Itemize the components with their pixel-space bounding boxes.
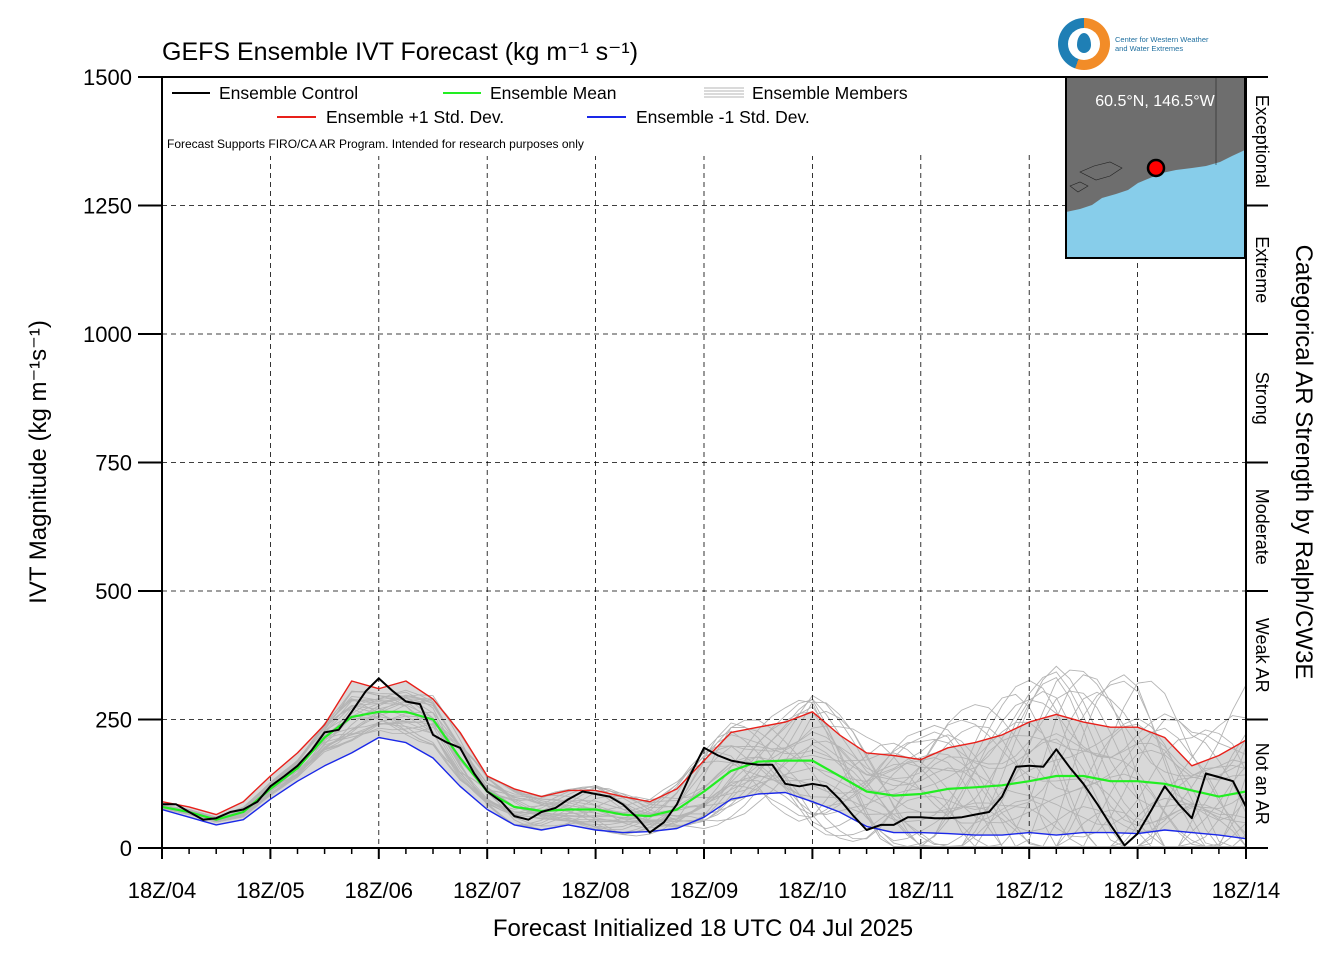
ensemble-1-std-dev--line: [162, 736, 1246, 840]
legend-members-swatch: [704, 87, 744, 98]
y-tick-label: 0: [120, 836, 132, 861]
ensemble-1-std-dev--line: [162, 680, 1246, 816]
ensemble-member-line: [162, 690, 1246, 847]
legend-control: Ensemble Control: [219, 83, 358, 103]
chart-title: GEFS Ensemble IVT Forecast (kg m⁻¹ s⁻¹): [162, 38, 638, 66]
right-axis-label: Categorical AR Strength by Ralph/CW3E: [1290, 245, 1317, 680]
x-tick-label: 18Z/12: [995, 878, 1064, 903]
x-tick-label: 18Z/11: [887, 878, 954, 903]
y-tick-label: 1000: [83, 322, 132, 347]
x-tick-label: 18Z/09: [670, 878, 739, 903]
x-tick-label: 18Z/10: [778, 878, 847, 903]
ensemble-control-line: [162, 677, 1246, 847]
ensemble-member-line: [162, 701, 1246, 847]
inset-land: [1066, 77, 1245, 212]
x-axis-label: Forecast Initialized 18 UTC 04 Jul 2025: [493, 915, 913, 942]
y-tick-label: 750: [95, 451, 132, 476]
y-tick-label: 500: [95, 579, 132, 604]
x-tick-label: 18Z/04: [128, 878, 197, 903]
water-drop-icon: [1077, 33, 1091, 53]
ar-category-label: Extreme: [1252, 236, 1272, 303]
ar-category-label: Strong: [1252, 372, 1272, 425]
series-lines: [162, 677, 1246, 847]
inset-location: 60.5°N, 146.5°W: [1095, 93, 1215, 110]
x-tick-label: 18Z/08: [561, 878, 630, 903]
legend-mean: Ensemble Mean: [490, 83, 616, 103]
ar-category-label: Not an AR: [1252, 743, 1272, 825]
x-tick-label: 18Z/07: [453, 878, 522, 903]
x-tick-label: 18Z/05: [236, 878, 305, 903]
legend-plus: Ensemble +1 Std. Dev.: [326, 107, 504, 127]
ensemble-member-line: [162, 677, 1246, 847]
legend: Ensemble Control Ensemble Mean Ensemble …: [163, 78, 908, 156]
x-tick-label: 18Z/13: [1103, 878, 1172, 903]
research-note: Forecast Supports FIRO/CA AR Program. In…: [167, 137, 584, 151]
ar-category-label: Weak AR: [1252, 618, 1272, 693]
y-tick-label: 1500: [83, 65, 132, 90]
ensemble-member-line: [162, 697, 1246, 847]
ar-category-axis: Not an AR Weak AR Moderate Strong Extreme Exc…: [1245, 76, 1272, 849]
location-marker-icon: [1146, 158, 1166, 178]
ar-category-label: Moderate: [1252, 489, 1272, 565]
y-tick-label: 250: [95, 708, 132, 733]
ensemble-member-line: [162, 671, 1246, 837]
ar-category-label: Exceptional: [1252, 95, 1272, 188]
y-tick-label: 1250: [83, 194, 132, 219]
y-axis-label: IVT Magnitude (kg m⁻¹s⁻¹): [25, 320, 52, 604]
x-tick-label: 18Z/14: [1212, 878, 1281, 903]
legend-members: Ensemble Members: [752, 83, 908, 103]
x-tick-label: 18Z/06: [345, 878, 414, 903]
axes: 18Z/04 18Z/05 18Z/06 18Z/07 18Z/08 18Z/09 18Z/…: [83, 65, 1280, 903]
cw3e-logo: Center for Western Weather and Water Extr…: [1058, 18, 1248, 74]
legend-minus: Ensemble -1 Std. Dev.: [636, 107, 810, 127]
location-inset-map: 60.5°N, 146.5°W: [1065, 76, 1246, 259]
